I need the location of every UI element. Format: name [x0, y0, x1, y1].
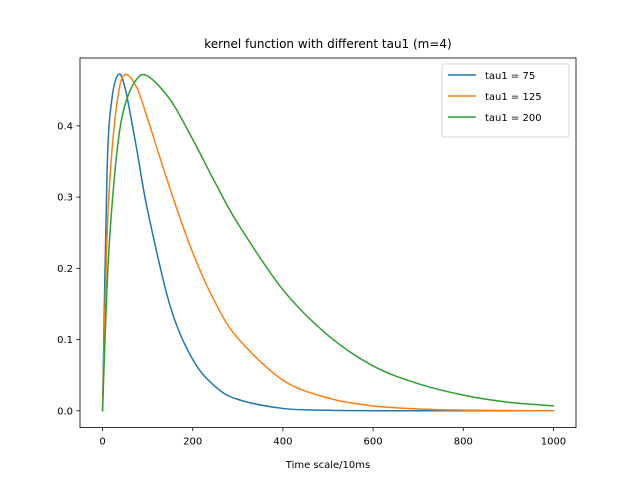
y-tick-label: 0.3	[57, 193, 73, 204]
y-tick-label: 0.2	[57, 264, 73, 275]
x-tick-label: 200	[183, 437, 202, 448]
x-axis-label: Time scale/10ms	[285, 460, 370, 471]
y-tick-label: 0.1	[57, 335, 73, 346]
x-tick-label: 1000	[541, 437, 566, 448]
series-line-0	[101, 73, 555, 412]
series-line-1	[101, 73, 555, 412]
x-tick-label: 800	[454, 437, 473, 448]
legend-label: tau1 = 200	[485, 113, 542, 124]
legend-box	[441, 63, 570, 138]
legend: tau1 = 75 tau1 = 125 tau1 = 200	[441, 63, 570, 138]
series-layer	[101, 73, 555, 412]
x-tick-label: 400	[273, 437, 292, 448]
x-tick-label: 600	[364, 437, 383, 448]
series-line-2	[101, 73, 555, 412]
x-tick-label: 0	[99, 437, 105, 448]
legend-label: tau1 = 75	[485, 71, 535, 82]
chart-title: kernel function with different tau1 (m=4…	[204, 37, 452, 51]
plot-frame	[79, 57, 577, 429]
y-tick-label: 0.0	[57, 406, 73, 417]
y-axis: 0.0 0.1 0.2 0.3 0.4	[57, 121, 80, 417]
legend-label: tau1 = 125	[485, 92, 542, 103]
x-axis: 0 200 400 600 800 1000	[99, 427, 566, 448]
y-tick-label: 0.4	[57, 121, 73, 132]
